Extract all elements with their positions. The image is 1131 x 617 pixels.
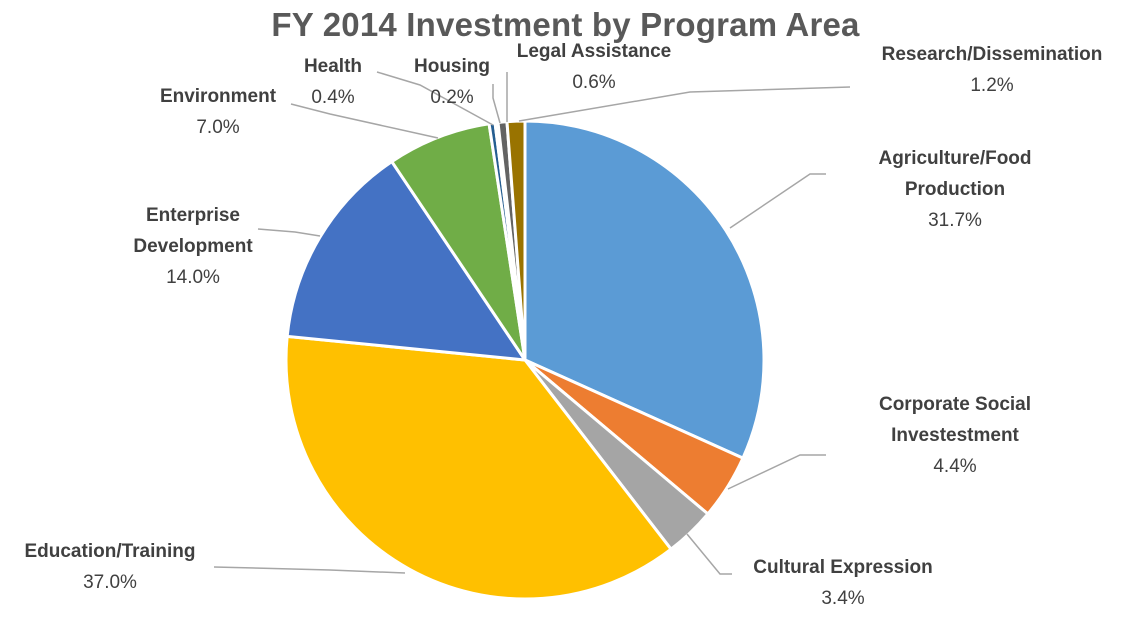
leader-line-enterprise-development — [257, 228, 321, 237]
slice-value-legal-assistance: 0.6% — [572, 72, 615, 93]
slice-value-housing: 0.2% — [430, 87, 473, 108]
slice-label-health: Health — [304, 56, 362, 77]
slice-label-corporate-social-investestment-line2: Investestment — [891, 425, 1019, 446]
leader-line-housing — [492, 84, 501, 124]
slice-label-agriculture-food-production-line2: Production — [905, 179, 1005, 200]
slice-label-enterprise-development-line2: Development — [133, 236, 253, 257]
chart-title: FY 2014 Investment by Program Area — [271, 6, 860, 43]
slice-label-agriculture-food-production-line1: Agriculture/Food — [878, 148, 1031, 169]
slice-label-environment: Environment — [160, 86, 277, 107]
pie-slice-agriculture-food-production — [523, 119, 766, 460]
leader-line-cultural-expression — [686, 533, 732, 575]
leader-line-education-training — [213, 566, 406, 574]
slice-value-cultural-expression: 3.4% — [821, 588, 864, 609]
pie-slice-environment — [390, 122, 527, 362]
slice-label-housing: Housing — [414, 56, 490, 77]
leader-line-research-dissemination — [518, 86, 851, 122]
slice-label-education-training: Education/Training — [24, 541, 195, 562]
slice-label-enterprise-development-line1: Enterprise — [146, 205, 240, 226]
leader-line-corporate-social-investestment — [727, 454, 826, 490]
slice-value-research-dissemination: 1.2% — [970, 75, 1013, 96]
leader-line-agriculture-food-production — [729, 173, 826, 229]
slice-label-legal-assistance: Legal Assistance — [517, 41, 672, 62]
leader-line-health — [376, 71, 494, 126]
slice-label-cultural-expression: Cultural Expression — [753, 557, 933, 578]
pie-slice-education-training — [284, 334, 673, 601]
slice-value-environment: 7.0% — [196, 117, 239, 138]
slice-value-enterprise-development: 14.0% — [166, 267, 220, 288]
slice-value-health: 0.4% — [311, 87, 354, 108]
slice-label-corporate-social-investestment-line1: Corporate Social — [879, 394, 1031, 415]
slice-value-corporate-social-investestment: 4.4% — [933, 456, 976, 477]
slice-value-education-training: 37.0% — [83, 572, 137, 593]
pie-slice-enterprise-development — [285, 160, 527, 362]
slice-label-research-dissemination: Research/Dissemination — [882, 44, 1103, 65]
slice-value-agriculture-food-production: 31.7% — [928, 210, 982, 231]
data-labels: Agriculture/Food Production 31.7% Corporate… — [24, 41, 1102, 609]
pie-slices — [284, 119, 766, 601]
leader-line-environment — [290, 103, 439, 139]
